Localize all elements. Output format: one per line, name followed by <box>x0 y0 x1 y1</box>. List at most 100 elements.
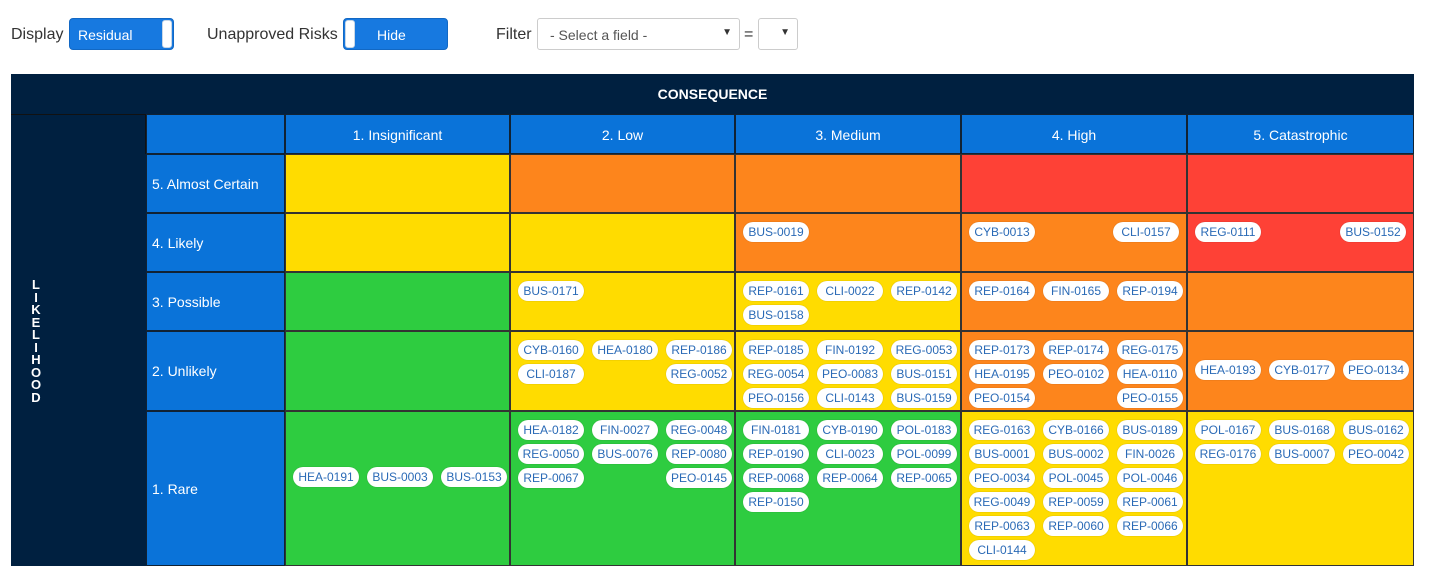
risk-cell[interactable]: REG-0163 CYB-0166 BUS-0189 BUS-0001 BUS-0002… <box>961 411 1187 566</box>
risk-badge[interactable]: PEO-0154 <box>969 388 1035 408</box>
risk-badge[interactable]: REP-0164 <box>969 281 1035 301</box>
risk-cell[interactable]: POL-0167 BUS-0168 BUS-0162 REG-0176 BUS-0007… <box>1187 411 1414 566</box>
display-toggle[interactable]: Residual <box>69 18 174 50</box>
risk-badge[interactable]: REP-0161 <box>743 281 809 301</box>
risk-badge[interactable]: PEO-0134 <box>1343 360 1409 380</box>
risk-badge[interactable]: FIN-0165 <box>1043 281 1109 301</box>
risk-badge[interactable]: HEA-0193 <box>1195 360 1261 380</box>
risk-badge[interactable]: REP-0080 <box>666 444 732 464</box>
risk-cell[interactable] <box>285 154 510 213</box>
risk-badge[interactable]: CLI-0157 <box>1113 222 1179 242</box>
risk-badge[interactable]: PEO-0155 <box>1117 388 1183 408</box>
risk-badge[interactable]: FIN-0027 <box>592 420 658 440</box>
risk-badge[interactable]: REP-0066 <box>1117 516 1183 536</box>
risk-badge[interactable]: REG-0176 <box>1195 444 1261 464</box>
risk-badge[interactable]: BUS-0189 <box>1117 420 1183 440</box>
risk-badge[interactable]: CYB-0166 <box>1043 420 1109 440</box>
risk-badge[interactable]: REP-0067 <box>518 468 584 488</box>
risk-badge[interactable]: REG-0053 <box>891 340 957 360</box>
risk-badge[interactable]: BUS-0158 <box>743 305 809 325</box>
filter-field-select[interactable]: - Select a field - ▼ <box>537 18 740 50</box>
risk-cell[interactable]: REP-0185 FIN-0192 REG-0053 REG-0054 PEO-0083… <box>735 331 961 411</box>
risk-badge[interactable]: CYB-0190 <box>817 420 883 440</box>
risk-cell[interactable]: HEA-0191 BUS-0003 BUS-0153 <box>285 411 510 566</box>
risk-badge[interactable]: PEO-0102 <box>1043 364 1109 384</box>
risk-cell[interactable]: BUS-0171 <box>510 272 735 331</box>
risk-badge[interactable]: REP-0142 <box>891 281 957 301</box>
risk-badge[interactable]: CLI-0143 <box>817 388 883 408</box>
risk-cell[interactable] <box>1187 272 1414 331</box>
risk-badge[interactable]: BUS-0007 <box>1269 444 1335 464</box>
risk-badge[interactable]: REG-0050 <box>518 444 584 464</box>
risk-badge[interactable]: PEO-0156 <box>743 388 809 408</box>
risk-badge[interactable]: REG-0049 <box>969 492 1035 512</box>
risk-badge[interactable]: REG-0054 <box>743 364 809 384</box>
risk-badge[interactable]: REG-0111 <box>1195 222 1261 242</box>
risk-badge[interactable]: BUS-0153 <box>441 466 507 487</box>
risk-badge[interactable]: BUS-0003 <box>367 466 433 487</box>
risk-badge[interactable]: HEA-0180 <box>592 340 658 360</box>
risk-badge[interactable]: REG-0175 <box>1117 340 1183 360</box>
risk-badge[interactable]: CYB-0160 <box>518 340 584 360</box>
risk-badge[interactable]: REG-0163 <box>969 420 1035 440</box>
risk-cell[interactable] <box>510 213 735 272</box>
risk-cell[interactable]: REP-0164 FIN-0165 REP-0194 <box>961 272 1187 331</box>
risk-badge[interactable]: FIN-0192 <box>817 340 883 360</box>
risk-cell[interactable] <box>285 272 510 331</box>
risk-badge[interactable]: CLI-0022 <box>817 281 883 301</box>
risk-badge[interactable]: REP-0059 <box>1043 492 1109 512</box>
risk-badge[interactable]: HEA-0110 <box>1117 364 1183 384</box>
risk-badge[interactable]: BUS-0159 <box>891 388 957 408</box>
risk-badge[interactable]: CLI-0187 <box>518 364 584 384</box>
risk-badge[interactable]: HEA-0191 <box>293 466 359 487</box>
risk-badge[interactable]: POL-0099 <box>891 444 957 464</box>
risk-badge[interactable]: HEA-0195 <box>969 364 1035 384</box>
risk-badge[interactable]: REP-0186 <box>666 340 732 360</box>
filter-value-select[interactable]: ▼ <box>758 18 798 50</box>
risk-badge[interactable]: FIN-0026 <box>1117 444 1183 464</box>
risk-badge[interactable]: REP-0190 <box>743 444 809 464</box>
risk-badge[interactable]: REP-0173 <box>969 340 1035 360</box>
risk-badge[interactable]: BUS-0171 <box>518 281 584 301</box>
risk-badge[interactable]: REP-0064 <box>817 468 883 488</box>
risk-badge[interactable]: FIN-0181 <box>743 420 809 440</box>
risk-badge[interactable]: HEA-0182 <box>518 420 584 440</box>
risk-badge[interactable]: BUS-0168 <box>1269 420 1335 440</box>
risk-badge[interactable]: POL-0167 <box>1195 420 1261 440</box>
risk-badge[interactable]: PEO-0042 <box>1343 444 1409 464</box>
risk-cell[interactable] <box>1187 154 1414 213</box>
risk-badge[interactable]: CLI-0023 <box>817 444 883 464</box>
risk-cell[interactable]: BUS-0019 <box>735 213 961 272</box>
risk-badge[interactable]: REP-0174 <box>1043 340 1109 360</box>
unapproved-risks-toggle[interactable]: Hide <box>343 18 448 50</box>
risk-badge[interactable]: BUS-0076 <box>592 444 658 464</box>
risk-badge[interactable]: REP-0150 <box>743 492 809 512</box>
risk-badge[interactable]: CYB-0177 <box>1269 360 1335 380</box>
risk-badge[interactable]: PEO-0145 <box>666 468 732 488</box>
risk-cell[interactable] <box>510 154 735 213</box>
risk-badge[interactable]: BUS-0019 <box>743 222 809 242</box>
risk-badge[interactable]: PEO-0034 <box>969 468 1035 488</box>
risk-badge[interactable]: CLI-0144 <box>969 540 1035 560</box>
risk-cell[interactable] <box>735 154 961 213</box>
risk-badge[interactable]: REG-0052 <box>666 364 732 384</box>
risk-cell[interactable]: REP-0173 REP-0174 REG-0175 HEA-0195 PEO-0102… <box>961 331 1187 411</box>
risk-badge[interactable]: POL-0183 <box>891 420 957 440</box>
risk-cell[interactable]: FIN-0181 CYB-0190 POL-0183 REP-0190 CLI-0023… <box>735 411 961 566</box>
risk-badge[interactable]: REP-0185 <box>743 340 809 360</box>
risk-cell[interactable]: HEA-0193 CYB-0177 PEO-0134 <box>1187 331 1414 411</box>
risk-badge[interactable]: BUS-0162 <box>1343 420 1409 440</box>
risk-cell[interactable]: CYB-0160 HEA-0180 REP-0186 CLI-0187 REG-0052 <box>510 331 735 411</box>
risk-cell[interactable]: HEA-0182 FIN-0027 REG-0048 REG-0050 BUS-0076… <box>510 411 735 566</box>
risk-badge[interactable]: REP-0060 <box>1043 516 1109 536</box>
risk-cell[interactable] <box>285 331 510 411</box>
risk-badge[interactable]: REG-0048 <box>666 420 732 440</box>
risk-badge[interactable]: BUS-0002 <box>1043 444 1109 464</box>
risk-badge[interactable]: POL-0046 <box>1117 468 1183 488</box>
risk-badge[interactable]: BUS-0151 <box>891 364 957 384</box>
risk-badge[interactable]: REP-0194 <box>1117 281 1183 301</box>
risk-badge[interactable]: BUS-0152 <box>1340 222 1406 242</box>
risk-badge[interactable]: POL-0045 <box>1043 468 1109 488</box>
risk-badge[interactable]: REP-0065 <box>891 468 957 488</box>
risk-cell[interactable] <box>961 154 1187 213</box>
